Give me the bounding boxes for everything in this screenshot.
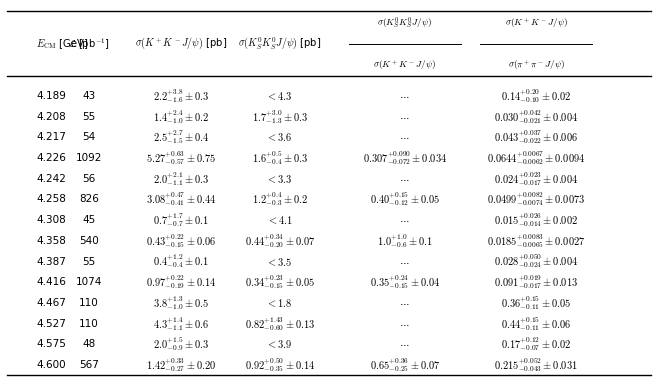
Text: $\cdots$: $\cdots$ [399,256,410,267]
Text: $\cdots$: $\cdots$ [399,215,410,225]
Text: 110: 110 [79,319,99,328]
Text: 4.416: 4.416 [36,277,66,287]
Text: 45: 45 [82,215,95,225]
Text: 540: 540 [79,236,99,246]
Text: 4.467: 4.467 [36,298,66,308]
Text: $1.42^{+0.33}_{-0.27}\pm 0.20$: $1.42^{+0.33}_{-0.27}\pm 0.20$ [146,356,216,374]
Text: 4.208: 4.208 [36,112,66,122]
Text: 56: 56 [82,174,95,184]
Text: $1.0^{+1.0}_{-0.6}\pm 0.1$: $1.0^{+1.0}_{-0.6}\pm 0.1$ [377,232,432,250]
Text: $2.5^{+2.7}_{-1.5}\pm 0.4$: $2.5^{+2.7}_{-1.5}\pm 0.4$ [153,128,209,146]
Text: $0.030^{+0.042}_{-0.021}\pm 0.004$: $0.030^{+0.042}_{-0.021}\pm 0.004$ [494,108,578,126]
Text: 4.600: 4.600 [36,360,66,370]
Text: $\cdots$: $\cdots$ [399,112,410,122]
Text: $0.14^{+0.20}_{-0.10}\pm 0.02$: $0.14^{+0.20}_{-0.10}\pm 0.02$ [501,87,571,105]
Text: $3.8^{+1.3}_{-1.0}\pm 0.5$: $3.8^{+1.3}_{-1.0}\pm 0.5$ [153,294,209,312]
Text: $\cdots$: $\cdots$ [399,133,410,142]
Text: $0.307^{+0.090}_{-0.072}\pm 0.034$: $0.307^{+0.090}_{-0.072}\pm 0.034$ [363,149,447,167]
Text: $0.4^{+1.2}_{-0.4}\pm 0.1$: $0.4^{+1.2}_{-0.4}\pm 0.1$ [153,253,209,271]
Text: $0.36^{+0.15}_{-0.11}\pm 0.05$: $0.36^{+0.15}_{-0.11}\pm 0.05$ [501,294,571,312]
Text: $0.43^{+0.22}_{-0.15}\pm 0.06$: $0.43^{+0.22}_{-0.15}\pm 0.06$ [146,232,216,250]
Text: $< 3.5$: $< 3.5$ [266,256,293,267]
Text: $E_{\rm CM}$ [GeV]: $E_{\rm CM}$ [GeV] [36,37,89,51]
Text: $0.34^{+0.23}_{-0.15}\pm 0.05$: $0.34^{+0.23}_{-0.15}\pm 0.05$ [245,273,315,291]
Text: $< 1.8$: $< 1.8$ [266,297,293,309]
Text: $1.7^{+3.0}_{-1.3}\pm 0.3$: $1.7^{+3.0}_{-1.3}\pm 0.3$ [251,108,308,126]
Text: 826: 826 [79,194,99,205]
Text: $3.08^{+0.47}_{-0.41}\pm 0.44$: $3.08^{+0.47}_{-0.41}\pm 0.44$ [146,190,216,208]
Text: 48: 48 [82,339,95,349]
Text: $\cdots$: $\cdots$ [399,174,410,184]
Text: $0.043^{+0.037}_{-0.022}\pm 0.006$: $0.043^{+0.037}_{-0.022}\pm 0.006$ [494,128,578,146]
Text: 55: 55 [82,112,95,122]
Text: $0.35^{+0.24}_{-0.15}\pm 0.04$: $0.35^{+0.24}_{-0.15}\pm 0.04$ [370,273,440,291]
Text: $0.0185^{+0.0083}_{-0.0065}\pm 0.0027$: $0.0185^{+0.0083}_{-0.0065}\pm 0.0027$ [487,232,586,250]
Text: 4.358: 4.358 [36,236,66,246]
Text: $0.0644^{+0.0067}_{-0.0062}\pm 0.0094$: $0.0644^{+0.0067}_{-0.0062}\pm 0.0094$ [487,149,586,167]
Text: $1.6^{+0.5}_{-0.4}\pm 0.3$: $1.6^{+0.5}_{-0.4}\pm 0.3$ [251,149,308,167]
Text: 4.189: 4.189 [36,91,66,101]
Text: $2.2^{+3.8}_{-1.6}\pm 0.3$: $2.2^{+3.8}_{-1.6}\pm 0.3$ [153,87,209,105]
Text: 567: 567 [79,360,99,370]
Text: $< 3.3$: $< 3.3$ [266,173,293,185]
Text: $\cdots$: $\cdots$ [399,319,410,328]
Text: $2.0^{+1.5}_{-0.9}\pm 0.3$: $2.0^{+1.5}_{-0.9}\pm 0.3$ [153,335,209,353]
Text: $\sigma(K^+K^-J/\psi)$: $\sigma(K^+K^-J/\psi)$ [505,16,568,30]
Text: $1.4^{+2.4}_{-1.0}\pm 0.2$: $1.4^{+2.4}_{-1.0}\pm 0.2$ [153,108,209,126]
Text: $\sigma(K^0_S K^0_S J/\psi)$ [pb]: $\sigma(K^0_S K^0_S J/\psi)$ [pb] [238,36,321,52]
Text: 4.242: 4.242 [36,174,66,184]
Text: 4.527: 4.527 [36,319,66,328]
Text: $4.3^{+1.4}_{-1.1}\pm 0.6$: $4.3^{+1.4}_{-1.1}\pm 0.6$ [153,315,209,333]
Text: 4.258: 4.258 [36,194,66,205]
Text: 43: 43 [82,91,95,101]
Text: 55: 55 [82,256,95,267]
Text: $1.2^{+0.4}_{-0.3}\pm 0.2$: $1.2^{+0.4}_{-0.3}\pm 0.2$ [251,190,308,208]
Text: $0.0499^{+0.0082}_{-0.0074}\pm 0.0073$: $0.0499^{+0.0082}_{-0.0074}\pm 0.0073$ [487,190,586,208]
Text: $0.024^{+0.023}_{-0.017}\pm 0.004$: $0.024^{+0.023}_{-0.017}\pm 0.004$ [494,170,578,188]
Text: 4.575: 4.575 [36,339,66,349]
Text: $2.0^{+2.1}_{-1.1}\pm 0.3$: $2.0^{+2.1}_{-1.1}\pm 0.3$ [153,170,209,188]
Text: $0.44^{+0.34}_{-0.20}\pm 0.07$: $0.44^{+0.34}_{-0.20}\pm 0.07$ [245,232,315,250]
Text: $0.17^{+0.12}_{-0.07}\pm 0.02$: $0.17^{+0.12}_{-0.07}\pm 0.02$ [501,335,571,353]
Text: $\sigma(K^+K^-J/\psi)$: $\sigma(K^+K^-J/\psi)$ [373,58,436,72]
Text: 1074: 1074 [76,277,102,287]
Text: $0.44^{+0.15}_{-0.11}\pm 0.06$: $0.44^{+0.15}_{-0.11}\pm 0.06$ [501,315,571,333]
Text: $0.82^{+1.43}_{-0.60}\pm 0.13$: $0.82^{+1.43}_{-0.60}\pm 0.13$ [245,315,315,333]
Text: $0.65^{+0.36}_{-0.25}\pm 0.07$: $0.65^{+0.36}_{-0.25}\pm 0.07$ [370,356,440,374]
Text: $< 4.3$: $< 4.3$ [266,90,293,102]
Text: 4.308: 4.308 [36,215,66,225]
Text: $\sigma(\pi^+\pi^-J/\psi)$: $\sigma(\pi^+\pi^-J/\psi)$ [508,58,565,72]
Text: $< 3.6$: $< 3.6$ [266,131,293,143]
Text: $0.92^{+0.50}_{-0.35}\pm 0.14$: $0.92^{+0.50}_{-0.35}\pm 0.14$ [245,356,315,374]
Text: $5.27^{+0.63}_{-0.57}\pm 0.75$: $5.27^{+0.63}_{-0.57}\pm 0.75$ [146,149,216,167]
Text: $0.028^{+0.050}_{-0.024}\pm 0.004$: $0.028^{+0.050}_{-0.024}\pm 0.004$ [494,253,578,271]
Text: $0.40^{+0.15}_{-0.12}\pm 0.05$: $0.40^{+0.15}_{-0.12}\pm 0.05$ [370,190,440,208]
Text: 4.217: 4.217 [36,133,66,142]
Text: 1092: 1092 [76,153,102,163]
Text: $\mathcal{L}$ [pb$^{-1}$]: $\mathcal{L}$ [pb$^{-1}$] [68,36,110,51]
Text: 4.387: 4.387 [36,256,66,267]
Text: $0.7^{+1.7}_{-0.7}\pm 0.1$: $0.7^{+1.7}_{-0.7}\pm 0.1$ [153,211,209,229]
Text: $0.015^{+0.026}_{-0.014}\pm 0.002$: $0.015^{+0.026}_{-0.014}\pm 0.002$ [494,211,578,229]
Text: $0.091^{+0.019}_{-0.017}\pm 0.013$: $0.091^{+0.019}_{-0.017}\pm 0.013$ [494,273,578,291]
Text: 54: 54 [82,133,95,142]
Text: 110: 110 [79,298,99,308]
Text: $< 4.1$: $< 4.1$ [266,214,293,226]
Text: $0.215^{+0.052}_{-0.043}\pm 0.031$: $0.215^{+0.052}_{-0.043}\pm 0.031$ [494,356,578,374]
Text: $0.97^{+0.22}_{-0.19}\pm 0.14$: $0.97^{+0.22}_{-0.19}\pm 0.14$ [146,273,216,291]
Text: $\sigma(K^+K^-J/\psi)$ [pb]: $\sigma(K^+K^-J/\psi)$ [pb] [135,36,227,51]
Text: $\cdots$: $\cdots$ [399,298,410,308]
Text: $< 3.9$: $< 3.9$ [266,338,293,350]
Text: 4.226: 4.226 [36,153,66,163]
Text: $\cdots$: $\cdots$ [399,91,410,101]
Text: $\cdots$: $\cdots$ [399,339,410,349]
Text: $\sigma(K^0_S K^0_S J/\psi)$: $\sigma(K^0_S K^0_S J/\psi)$ [377,15,432,31]
